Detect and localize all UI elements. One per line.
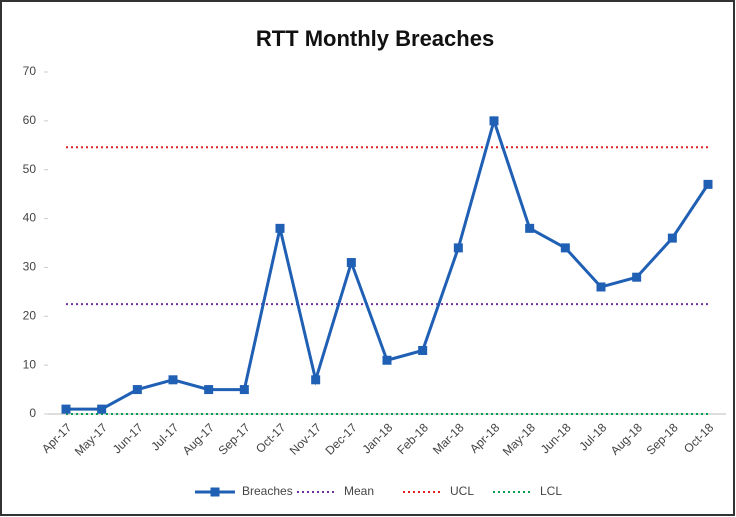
data-point: [132, 385, 142, 395]
data-point: [168, 375, 178, 385]
data-point: [525, 223, 535, 233]
y-tick-label: 30: [23, 260, 37, 274]
data-point: [311, 375, 321, 385]
data-point: [489, 116, 499, 126]
y-tick-label: 20: [23, 308, 37, 322]
y-tick-label: 50: [23, 162, 37, 176]
data-point: [239, 385, 249, 395]
data-point: [382, 355, 392, 365]
data-point: [453, 243, 463, 253]
data-point: [596, 282, 606, 292]
legend-label: Mean: [344, 484, 374, 498]
y-tick-label: 60: [23, 113, 37, 127]
legend-label: Breaches: [242, 484, 293, 498]
y-tick-label: 0: [29, 406, 36, 420]
y-tick-label: 40: [23, 211, 37, 225]
legend-label: LCL: [540, 484, 562, 498]
data-point: [346, 258, 356, 268]
data-point: [275, 223, 285, 233]
data-point: [97, 404, 107, 414]
data-point: [204, 385, 214, 395]
legend-label: UCL: [450, 484, 474, 498]
data-point: [560, 243, 570, 253]
y-tick-label: 70: [23, 64, 37, 78]
data-point: [632, 272, 642, 282]
data-point: [418, 345, 428, 355]
y-tick-label: 10: [23, 357, 37, 371]
legend-marker: [210, 487, 220, 497]
chart-title: RTT Monthly Breaches: [256, 26, 494, 51]
data-point: [61, 404, 71, 414]
data-point: [667, 233, 677, 243]
data-point: [703, 179, 713, 189]
